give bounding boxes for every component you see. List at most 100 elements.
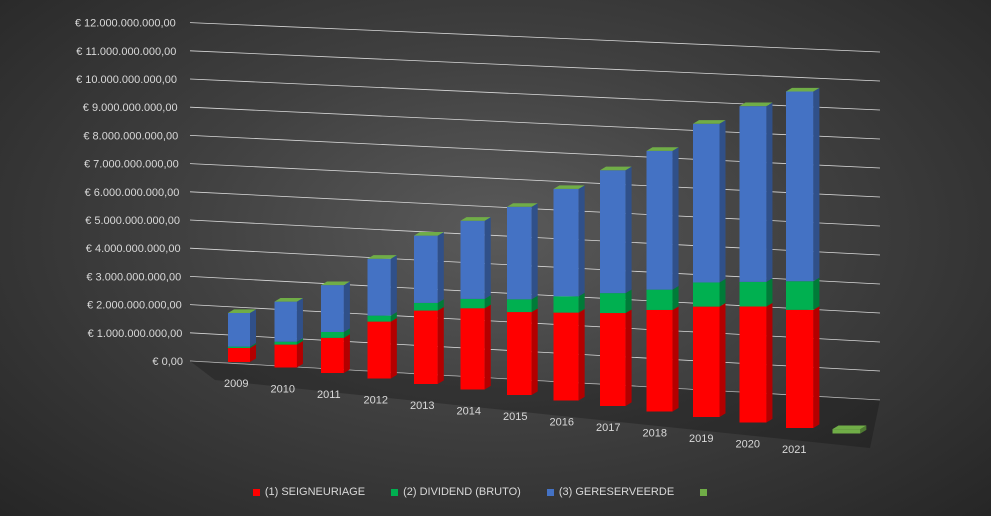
gridline — [189, 78, 881, 111]
x-tick-label: 2018 — [643, 428, 667, 440]
bar-2-2011 — [321, 285, 344, 332]
bar-1-2010 — [274, 341, 297, 345]
x-tick-label: 2016 — [550, 417, 574, 429]
bar-side — [250, 344, 256, 362]
bar-side — [719, 120, 726, 283]
floor — [190, 361, 880, 448]
y-tick-label: € 2.000.000.000,00 — [87, 300, 182, 312]
bar-1-2016 — [553, 296, 579, 313]
bar-side — [672, 286, 679, 310]
legend-swatch — [700, 488, 708, 496]
bar-side — [719, 278, 726, 307]
bar-side — [766, 302, 773, 423]
bar-top — [739, 102, 773, 107]
legend-label: (1) SEIGNEURIAGE — [264, 486, 366, 498]
bar-top — [600, 166, 632, 171]
bar-0-2011 — [321, 337, 344, 373]
x-tick-label: 2014 — [457, 406, 481, 418]
y-tick-label: € 6.000.000.000,00 — [85, 187, 180, 199]
legend-item: (2) DIVIDEND (BRUTO) — [391, 486, 521, 498]
bar-top — [693, 120, 726, 124]
gridline — [189, 135, 881, 169]
x-tick-label: 2013 — [410, 400, 434, 412]
y-tick-label: € 9.000.000.000,00 — [83, 102, 178, 114]
bar-top — [274, 298, 303, 302]
bar-0-2013 — [414, 310, 438, 384]
bar-side — [343, 281, 350, 332]
gridline — [189, 50, 881, 82]
bar-0-2016 — [553, 312, 579, 401]
x-tick-label: 2015 — [503, 411, 527, 423]
bar-1-2019 — [693, 282, 720, 307]
bar-top — [228, 309, 256, 313]
bar-top — [553, 185, 585, 189]
bar-1-2020 — [739, 281, 767, 307]
y-tick-label: € 10.000.000.000,00 — [76, 74, 177, 86]
bar-side — [672, 306, 679, 412]
y-tick-label: € 1.000.000.000,00 — [88, 328, 183, 340]
y-tick-label: € 4.000.000.000,00 — [86, 243, 181, 255]
y-tick-label: € 5.000.000.000,00 — [85, 215, 180, 227]
y-tick-label: € 7.000.000.000,00 — [84, 159, 179, 171]
bar-0-2021 — [786, 309, 814, 428]
bar-0-2017 — [600, 313, 626, 406]
x-tick-label: 2020 — [736, 439, 760, 451]
bar-2-2010 — [274, 301, 297, 342]
x-tick-label: 2009 — [224, 378, 248, 390]
bar-0-2010 — [274, 344, 297, 368]
bar-top — [367, 255, 397, 259]
bar-side — [578, 292, 585, 313]
gridline — [189, 163, 881, 198]
bar-1-2015 — [507, 299, 532, 313]
legend-label: (2) DIVIDEND (BRUTO) — [403, 486, 521, 498]
bar-0-2018 — [646, 309, 673, 412]
legend: (1) SEIGNEURIAGE (2) DIVIDEND (BRUTO) (3) … — [0, 486, 991, 498]
bar-1-2014 — [460, 298, 485, 309]
bar-1-2012 — [367, 315, 391, 322]
x-tick-label: 2012 — [364, 395, 388, 407]
bar-0-2014 — [460, 308, 485, 390]
bar-2-2015 — [507, 206, 532, 300]
bar-3-extra — [832, 429, 861, 434]
bar-side — [484, 295, 491, 309]
bar-side — [813, 306, 820, 428]
y-tick-label: € 12.000.000.000,00 — [75, 18, 176, 30]
x-tick-label: 2021 — [782, 444, 806, 456]
legend-swatch — [391, 488, 399, 496]
bar-1-2021 — [786, 281, 814, 310]
bar-1-2009 — [228, 346, 250, 348]
bar-side — [625, 309, 632, 406]
bar-side — [250, 309, 256, 347]
bar-2-2017 — [600, 170, 626, 294]
x-tick-label: 2011 — [317, 389, 341, 401]
bar-side — [625, 166, 632, 294]
bar-1-2013 — [414, 302, 438, 311]
bar-side — [531, 295, 538, 313]
legend-item: (3) GERESERVEERDE — [546, 486, 675, 498]
bar-side — [343, 328, 350, 338]
bar-2-2019 — [693, 123, 720, 283]
x-tick-label: 2019 — [689, 433, 713, 445]
bar-0-2020 — [739, 306, 767, 423]
bar-side — [296, 298, 303, 342]
bar-side — [390, 312, 397, 322]
bar-2-2021 — [786, 91, 814, 282]
bar-top — [460, 217, 491, 221]
bar-0-2015 — [507, 312, 532, 395]
bar-side — [437, 299, 444, 311]
bar-0-2012 — [367, 321, 391, 379]
bar-side — [672, 147, 679, 290]
legend-swatch — [252, 488, 260, 496]
bar-side — [531, 203, 538, 300]
bar-1-2011 — [321, 331, 344, 338]
bar-side — [813, 87, 820, 282]
bar-0-2009 — [228, 348, 250, 362]
bar-side — [578, 309, 585, 401]
bar-side — [484, 217, 491, 299]
bar-side — [250, 343, 256, 348]
legend-item — [700, 486, 712, 498]
bar-top — [507, 203, 538, 207]
legend-label: (3) GERESERVEERDE — [558, 486, 675, 498]
bar-side — [390, 255, 397, 316]
